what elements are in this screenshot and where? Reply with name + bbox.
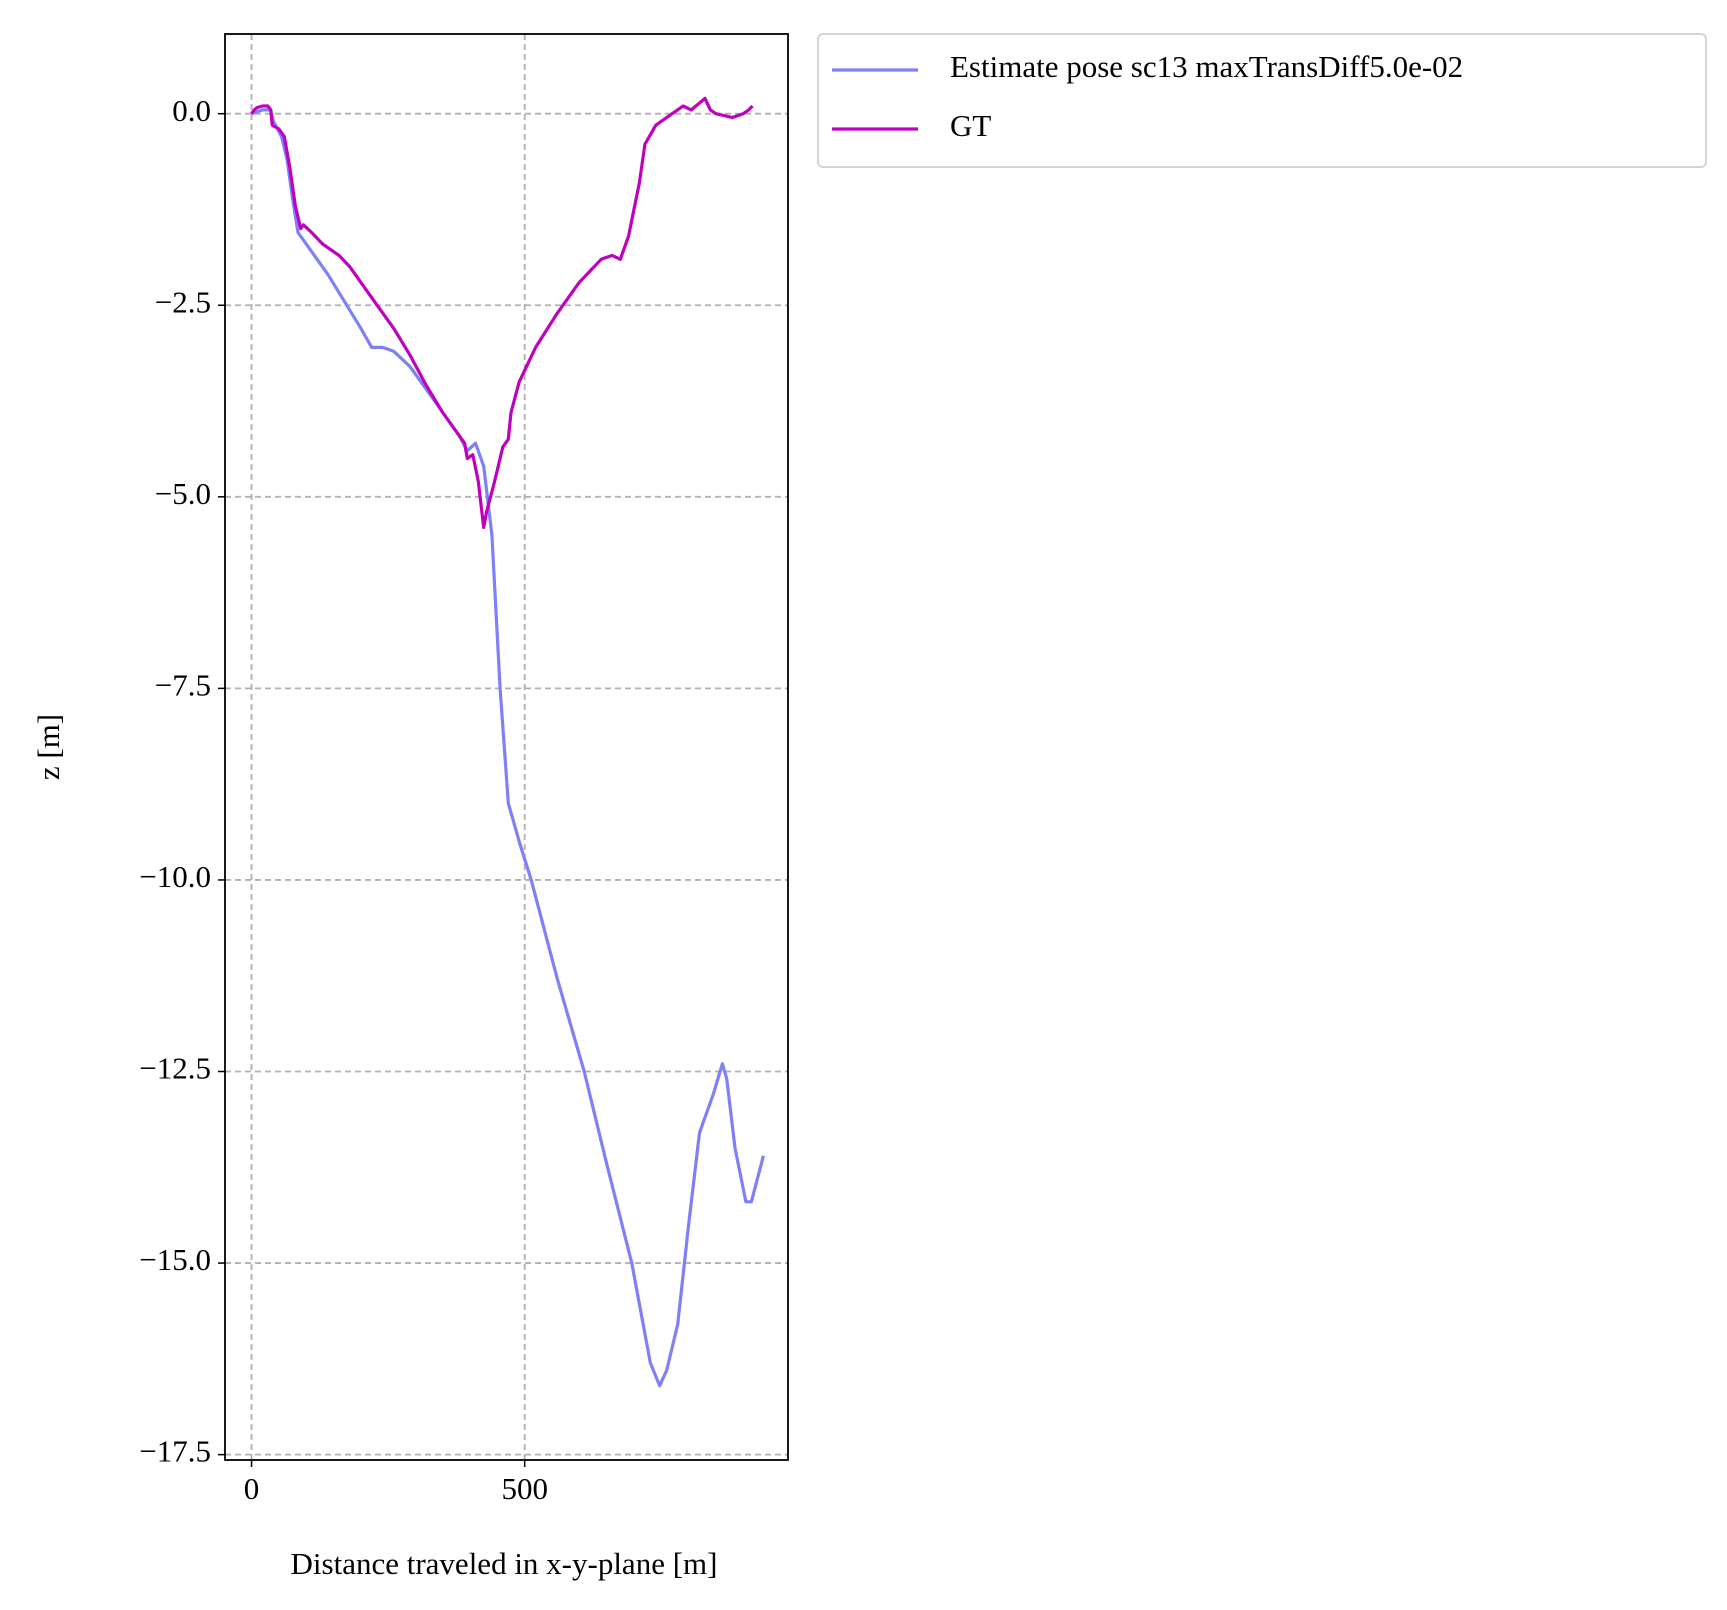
x-tick-label: 0	[244, 1471, 260, 1506]
legend-label: GT	[950, 108, 991, 143]
data-line	[250, 108, 765, 1388]
y-tick-label: 0.0	[172, 93, 211, 128]
y-tick-label: −15.0	[139, 1242, 211, 1277]
legend-label: Estimate pose sc13 maxTransDiff5.0e-02	[950, 49, 1463, 84]
legend-box	[817, 33, 1707, 168]
x-axis-label: Distance traveled in x-y-plane [m]	[291, 1546, 718, 1581]
y-tick-label: −12.5	[139, 1051, 211, 1086]
data-line	[250, 96, 754, 530]
x-tick-label: 500	[501, 1471, 548, 1506]
y-tick-label: −17.5	[139, 1434, 211, 1469]
y-tick-label: −10.0	[139, 859, 211, 894]
y-tick-label: −7.5	[155, 667, 211, 702]
y-axis-label: z [m]	[31, 714, 66, 780]
y-tick-label: −5.0	[155, 476, 211, 511]
plot-frame	[224, 33, 789, 1461]
y-tick-label: −2.5	[155, 284, 211, 319]
